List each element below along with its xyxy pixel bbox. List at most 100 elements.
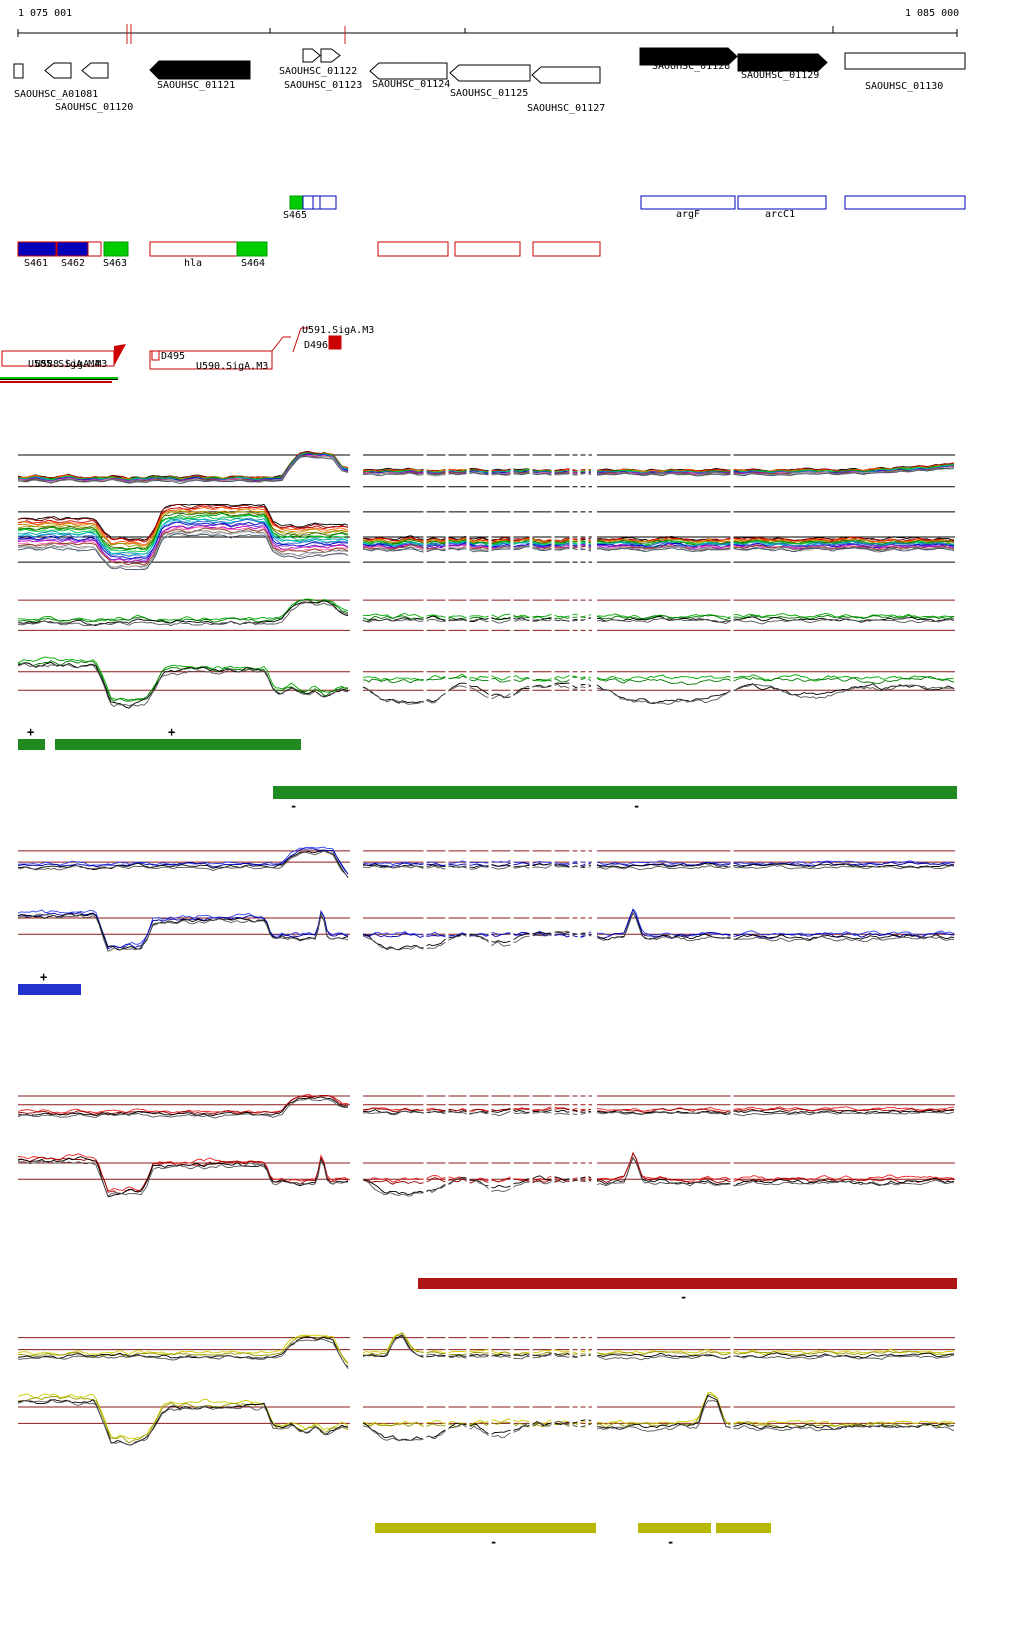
missing-data-gap	[510, 446, 514, 494]
transcript-box	[0, 377, 118, 379]
signal-trace	[596, 617, 955, 625]
missing-data-gap	[569, 1386, 573, 1458]
signal-trace	[17, 530, 349, 568]
transcript-flag-line	[271, 336, 284, 352]
segment-bar	[55, 739, 301, 750]
missing-data-gap	[445, 1386, 449, 1458]
feature-box	[103, 241, 129, 257]
signal-trace	[18, 598, 349, 623]
missing-data-gap	[577, 1146, 581, 1210]
signal-trace	[17, 662, 349, 708]
signal-trace	[17, 661, 349, 709]
ruler-end-label: 1 085 000	[905, 8, 960, 19]
signal-track-yellow-condition-track-1	[17, 1326, 955, 1378]
signal-track-red-condition-track-2	[17, 1146, 955, 1210]
missing-data-gap	[510, 901, 514, 965]
signal-trace	[17, 598, 349, 624]
segment-bars	[18, 739, 957, 1533]
transcript-label: U590.SigA.M3	[196, 361, 269, 372]
signal-trace	[362, 684, 592, 705]
missing-data-gap	[730, 840, 734, 886]
missing-data-gap	[569, 840, 573, 886]
missing-data-gap	[423, 446, 427, 494]
signal-trace	[362, 1335, 592, 1360]
transcript-box	[149, 350, 273, 370]
feature-box	[236, 241, 268, 257]
missing-data-gap	[466, 901, 470, 965]
signal-trace	[17, 503, 349, 542]
missing-data-gap	[577, 446, 581, 494]
missing-data-gap	[730, 446, 734, 494]
signal-trace	[17, 1338, 349, 1369]
signal-trace	[17, 532, 349, 571]
coordinate-ruler	[17, 24, 958, 44]
strand-sign: +	[168, 725, 176, 739]
missing-data-gap	[488, 501, 492, 573]
signal-trace	[596, 1108, 955, 1114]
missing-data-gap	[730, 590, 734, 642]
missing-data-gap	[466, 590, 470, 642]
signal-trace	[597, 1394, 955, 1431]
signal-track-blue-condition-track-1	[17, 840, 955, 886]
missing-data-gap	[569, 901, 573, 965]
missing-data-gap	[551, 1086, 555, 1132]
missing-data-gap	[529, 1386, 533, 1458]
missing-data-gap	[466, 1146, 470, 1210]
signal-track-overlay-all-conditions-1	[17, 446, 955, 494]
missing-data-gap	[551, 1326, 555, 1378]
signal-trace	[362, 1332, 592, 1356]
missing-data-gap	[730, 1326, 734, 1378]
gene-arrow	[369, 62, 448, 80]
signal-trace	[596, 1352, 955, 1359]
missing-data-gap	[466, 840, 470, 886]
signal-trace	[17, 1098, 349, 1119]
missing-data-gap	[730, 1086, 734, 1132]
missing-data-gap	[445, 501, 449, 573]
gene-label: SAOUHSC_01125	[450, 88, 529, 99]
signal-trace	[596, 863, 955, 869]
missing-data-gap	[466, 650, 470, 720]
gene-arrow	[844, 52, 966, 70]
signal-trace	[17, 519, 349, 558]
signal-trace	[17, 525, 349, 563]
signal-trace	[17, 850, 349, 878]
feature-box	[312, 195, 321, 210]
gene-arrow	[320, 48, 341, 63]
signal-trace	[596, 540, 955, 548]
missing-data-gap	[423, 901, 427, 965]
missing-data-gap	[585, 501, 589, 573]
transcript-box	[151, 350, 160, 361]
strand-sign: -	[490, 1535, 498, 1549]
signal-trace	[596, 1353, 955, 1361]
missing-data-gap	[569, 446, 573, 494]
missing-data-gap	[423, 501, 427, 573]
signal-trace	[17, 456, 349, 484]
transcript-label: U585.SigA.M4	[28, 359, 101, 370]
gene-label: SAOUHSC_01121	[157, 80, 236, 91]
missing-data-gap	[585, 590, 589, 642]
signal-trace	[17, 909, 349, 949]
missing-data-gap	[585, 840, 589, 886]
gene-label: SAOUHSC_01122	[279, 66, 358, 77]
missing-data-gap	[423, 590, 427, 642]
signal-track-yellow-condition-track-2	[17, 1386, 955, 1458]
feature-box	[87, 241, 102, 257]
missing-data-gap	[423, 650, 427, 720]
missing-data-gap	[488, 1086, 492, 1132]
missing-data-gap	[551, 1146, 555, 1210]
signal-trace	[362, 682, 592, 704]
feature-label: S461	[24, 258, 49, 269]
missing-data-gap	[577, 1386, 581, 1458]
missing-data-gap	[423, 1326, 427, 1378]
signal-trace	[17, 602, 349, 627]
missing-data-gap	[569, 1086, 573, 1132]
transcript-flag-line	[292, 327, 302, 353]
missing-data-gap	[551, 501, 555, 573]
missing-data-gap	[423, 1386, 427, 1458]
missing-data-gap	[488, 840, 492, 886]
missing-data-gap	[510, 590, 514, 642]
signal-trace	[18, 512, 349, 551]
missing-data-gap	[466, 1086, 470, 1132]
signal-trace	[596, 613, 955, 620]
